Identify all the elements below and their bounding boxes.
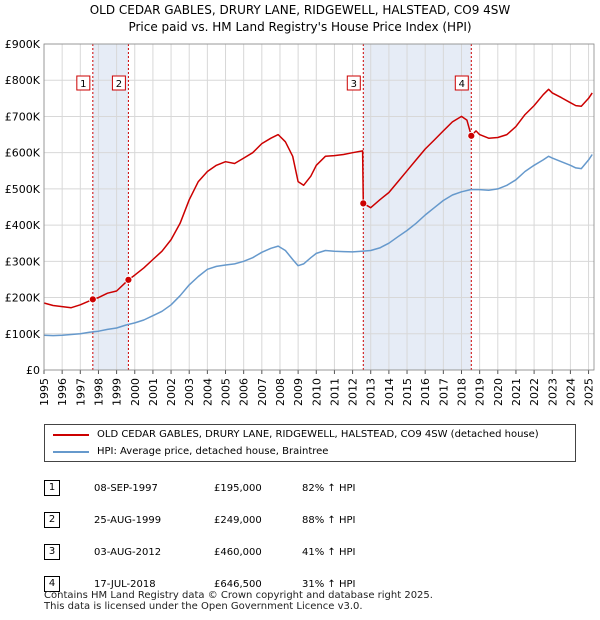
legend: OLD CEDAR GABLES, DRURY LANE, RIDGEWELL,… bbox=[44, 424, 576, 462]
sale-point bbox=[467, 131, 476, 140]
sale-point bbox=[359, 199, 368, 208]
x-tick-label: 2018 bbox=[455, 378, 468, 406]
legend-swatch-hpi bbox=[53, 451, 89, 453]
x-tick-label: 2025 bbox=[583, 378, 596, 406]
sale-point bbox=[124, 275, 133, 284]
y-tick-label: £600K bbox=[5, 147, 41, 160]
sale-number: 3 bbox=[44, 544, 60, 560]
sales-table: 1 08-SEP-1997 £195,000 82% ↑ HPI 2 25-AU… bbox=[44, 472, 355, 600]
x-tick-label: 2013 bbox=[365, 378, 378, 406]
sale-number: 4 bbox=[44, 576, 60, 592]
y-tick-label: £900K bbox=[5, 38, 41, 51]
x-tick-label: 2012 bbox=[347, 378, 360, 406]
table-row: 2 25-AUG-1999 £249,000 88% ↑ HPI bbox=[44, 504, 355, 536]
y-tick-label: £800K bbox=[5, 74, 41, 87]
chart-title-line1: OLD CEDAR GABLES, DRURY LANE, RIDGEWELL,… bbox=[89, 3, 511, 17]
plot-border bbox=[43, 43, 595, 371]
x-tick-label: 2011 bbox=[328, 378, 341, 406]
sale-point bbox=[88, 295, 97, 304]
price-chart: £0 £100K £200K £300K £400K £500K £600K £700K £80… bbox=[5, 38, 596, 406]
sale-price: £460,000 bbox=[214, 546, 262, 558]
sale-label: 3 bbox=[351, 79, 357, 90]
table-row: 3 03-AUG-2012 £460,000 41% ↑ HPI bbox=[44, 536, 355, 568]
x-tick-label: 2001 bbox=[147, 378, 160, 406]
x-tick-label: 1997 bbox=[74, 378, 87, 406]
legend-label-property: OLD CEDAR GABLES, DRURY LANE, RIDGEWELL,… bbox=[97, 429, 539, 440]
x-tick-label: 2021 bbox=[510, 378, 523, 406]
x-tick-label: 2008 bbox=[274, 378, 287, 406]
x-tick-label: 2024 bbox=[564, 378, 577, 406]
sale-price: £195,000 bbox=[214, 482, 262, 494]
chart-title: OLD CEDAR GABLES, DRURY LANE, RIDGEWELL,… bbox=[0, 2, 600, 36]
sale-hpi: 41% ↑ HPI bbox=[302, 546, 356, 558]
y-tick-label: £0 bbox=[26, 364, 40, 377]
sale-date: 03-AUG-2012 bbox=[94, 546, 162, 558]
sale-number: 2 bbox=[44, 512, 60, 528]
footer-copyright: Contains HM Land Registry data © Crown c… bbox=[44, 590, 433, 601]
sale-label-box bbox=[76, 75, 91, 91]
x-tick-label: 2014 bbox=[383, 378, 396, 406]
sale-hpi: 88% ↑ HPI bbox=[302, 514, 356, 526]
legend-label-hpi: HPI: Average price, detached house, Brai… bbox=[97, 446, 329, 457]
y-tick-label: £500K bbox=[5, 183, 41, 196]
x-tick-label: 1995 bbox=[38, 378, 51, 406]
x-tick-label: 2000 bbox=[129, 378, 142, 406]
x-tick-label: 2015 bbox=[401, 378, 414, 406]
table-row: 4 17-JUL-2018 £646,500 31% ↑ HPI bbox=[44, 568, 355, 600]
chart-title-line2: Price paid vs. HM Land Registry's House … bbox=[128, 20, 472, 34]
y-tick-label: £300K bbox=[5, 255, 41, 268]
sale-price: £646,500 bbox=[214, 578, 262, 590]
sale-date: 25-AUG-1999 bbox=[94, 514, 162, 526]
sale-label: 1 bbox=[80, 79, 86, 90]
sale-number: 1 bbox=[44, 480, 60, 496]
sale-label-box bbox=[111, 75, 126, 91]
x-tick-label: 2002 bbox=[165, 378, 178, 406]
sale-price: £249,000 bbox=[214, 514, 262, 526]
sale-label: 2 bbox=[116, 79, 122, 90]
x-tick-label: 1998 bbox=[92, 378, 105, 406]
sale-hpi: 82% ↑ HPI bbox=[302, 482, 356, 494]
hpi-series-line bbox=[43, 154, 593, 337]
y-tick-label: £200K bbox=[5, 292, 41, 305]
x-tick-label: 2023 bbox=[546, 378, 559, 406]
x-tick-label: 2004 bbox=[201, 378, 214, 406]
sale-hpi: 31% ↑ HPI bbox=[302, 578, 356, 590]
sale-label-box bbox=[454, 75, 469, 91]
x-tick-label: 2020 bbox=[492, 378, 505, 406]
sale-label-box bbox=[346, 75, 361, 91]
table-row: 1 08-SEP-1997 £195,000 82% ↑ HPI bbox=[44, 472, 355, 504]
sale-date: 17-JUL-2018 bbox=[94, 578, 156, 590]
shaded-span-2 bbox=[363, 44, 472, 370]
x-tick-label: 2006 bbox=[238, 378, 251, 406]
x-tick-label: 2005 bbox=[220, 378, 233, 406]
plot-area bbox=[44, 44, 594, 370]
y-tick-label: £700K bbox=[5, 110, 41, 123]
y-tick-label: £400K bbox=[5, 219, 41, 232]
x-tick-label: 2017 bbox=[437, 378, 450, 406]
y-tick-label: £100K bbox=[5, 328, 41, 341]
sale-date: 08-SEP-1997 bbox=[94, 482, 158, 494]
x-tick-label: 2003 bbox=[183, 378, 196, 406]
footer-licence: This data is licensed under the Open Gov… bbox=[44, 601, 363, 612]
x-tick-label: 1996 bbox=[56, 378, 69, 406]
footer: Contains HM Land Registry data © Crown c… bbox=[44, 590, 433, 612]
x-tick-label: 2009 bbox=[292, 378, 305, 406]
x-tick-label: 2016 bbox=[419, 378, 432, 406]
property-series-line bbox=[43, 88, 593, 309]
x-tick-label: 2010 bbox=[310, 378, 323, 406]
legend-swatch-property bbox=[53, 434, 89, 436]
x-tick-label: 2022 bbox=[528, 378, 541, 406]
x-tick-label: 2019 bbox=[474, 378, 487, 406]
x-tick-label: 1999 bbox=[111, 378, 124, 406]
sale-label: 4 bbox=[459, 79, 465, 90]
x-tick-label: 2007 bbox=[256, 378, 269, 406]
